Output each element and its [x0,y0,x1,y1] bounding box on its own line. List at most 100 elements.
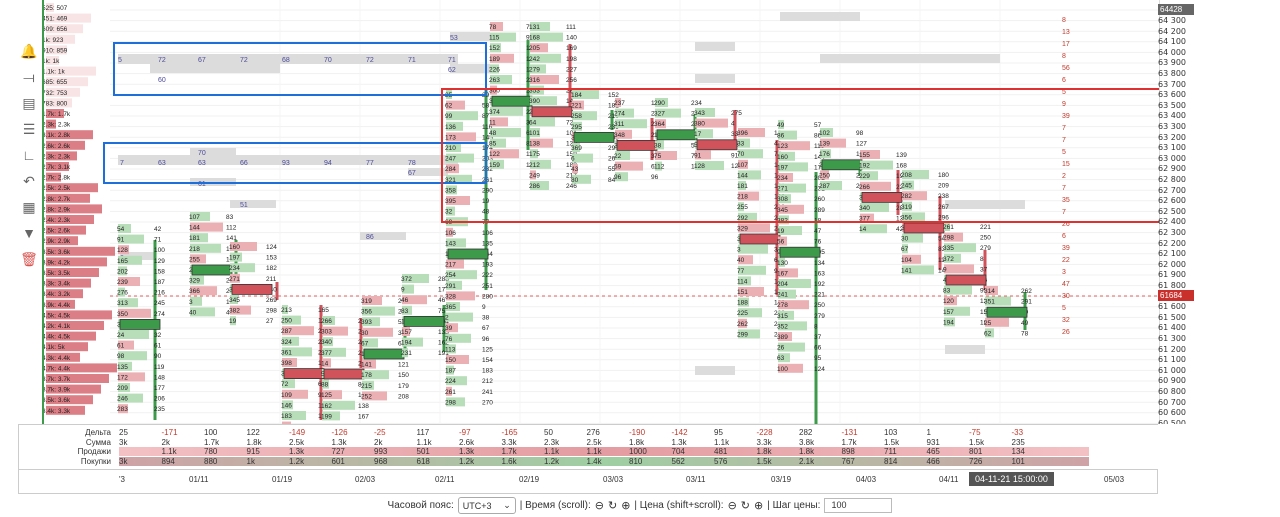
calendar-icon[interactable]: ▦ [22,198,36,215]
cluster-value: 130 [777,260,788,267]
cluster-value: 298 [266,308,277,315]
time-zoom-out-icon[interactable]: ⊖ [594,500,604,512]
cluster-value: 14 [859,226,867,233]
cluster-cell [902,265,934,275]
price-tick: 64 100 [1158,37,1186,47]
volume-profile-icon[interactable]: ▤ [22,94,36,111]
stats-cell: -75 [969,428,981,437]
level-value: 67 [198,57,206,64]
level-value: 7 [120,160,124,167]
price-tick: 63 200 [1158,132,1186,142]
cluster-value: 70 [526,24,534,31]
cluster-value: 3 [189,299,193,306]
stats-cell: 1k [246,456,255,466]
imbalance-count: 5 [1062,149,1066,156]
cluster-value: 154 [482,357,493,364]
stats-cell: 898 [841,447,855,456]
cluster-value: 32 [154,332,162,339]
cluster-value: 112 [938,257,949,264]
price-step-input[interactable]: 100 [824,498,893,513]
cluster-cell [446,132,476,142]
alert-bell-icon[interactable]: 🔔 [20,42,38,59]
timezone-label: Часовой пояс: [387,500,454,511]
cluster-value: 374 [489,109,500,116]
poc-cell [491,95,533,107]
cluster-cell [118,361,132,371]
cluster-value: 58 [482,103,490,110]
cluster-value: 300 [489,88,500,95]
cluster-value: 75 [654,153,662,160]
price-tick: 63 400 [1158,111,1186,121]
cluster-value: 34 [398,330,406,337]
stats-cell: 1.7k [204,437,220,447]
list-lines-icon[interactable]: ☰ [22,120,36,137]
cluster-value: 197 [777,164,788,171]
price-scroll-label: | Цена (shift+scroll): [634,500,724,511]
cluster-value: 221 [814,292,825,299]
axis-icon[interactable]: ∟ [22,147,36,163]
cluster-value: 278 [777,302,788,309]
cluster-value: 33 [731,131,739,138]
horizontal-line-tool-icon[interactable]: ⟞ [23,68,35,85]
imbalance-count: 22 [1062,257,1070,264]
cluster-cell [118,383,130,392]
profile-label: 2.8k: 2.7k [42,196,71,203]
cluster-cell [490,32,516,42]
level-value: 66 [240,160,248,167]
time-tick: 04/11 [939,475,959,484]
cluster-chart-svg[interactable]: 525: 507 451: 469 609: 656 1k: 923 910: 859 1… [40,0,1160,424]
undo-icon[interactable]: ↶ [23,172,35,189]
stats-cell: 1.3k [331,437,347,447]
stats-cell: 1.6k [501,456,517,466]
cluster-cell [118,234,144,244]
level-value: 51 [240,202,248,209]
cluster-value: 224 [445,378,456,385]
stats-cell: 1.3k [671,437,687,447]
stats-cell: 95 [714,428,723,437]
cluster-cell [118,266,127,276]
time-zoom-in-icon[interactable]: ⊕ [621,500,631,512]
filter-icon[interactable]: ▼ [22,225,36,241]
price-reset-icon[interactable]: ↻ [740,500,751,512]
cluster-cell [778,332,792,341]
cluster-value: 87 [482,113,490,120]
price-zoom-out-icon[interactable]: ⊖ [727,500,737,512]
cluster-value: 292 [737,215,748,222]
time-axis[interactable]: '3 01/11 01/19 02/03 02/11 02/19 03/03 03/11 03/… [18,470,1158,494]
cluster-cell [778,342,805,352]
timezone-select[interactable]: UTC+3 ⌄ [457,497,516,514]
cluster-value: 241 [777,292,788,299]
cluster-cell [118,287,125,297]
price-axis[interactable]: 64428 64 300 64 200 64 100 64 000 63 900 63 80… [1158,0,1208,424]
price-zoom-in-icon[interactable]: ⊕ [754,500,764,512]
trash-icon[interactable]: 🗑 [20,250,38,267]
cluster-cell [446,333,471,343]
cluster-value: 89 [526,141,534,148]
stats-cell: 2.6k [459,437,475,447]
level-value: 70 [324,57,332,64]
cluster-value: 165 [318,307,329,314]
cluster-value: 135 [482,240,493,247]
cluster-value: 5 [398,319,402,326]
time-reset-icon[interactable]: ↻ [607,500,618,512]
cluster-value: 163 [814,270,825,277]
stats-cell: 767 [841,456,855,466]
cluster-value: 85 [489,141,497,148]
profile-label: 4.1k: 5k [42,344,66,351]
poc-cell [283,368,325,380]
profile-label: 2.3k: 2.3k [42,153,71,160]
cluster-cell [530,43,548,53]
cluster-value: 231 [401,350,412,357]
cluster-chart-area[interactable]: 525: 507 451: 469 609: 656 1k: 923 910: 859 1… [40,0,1160,424]
cluster-value: 96 [482,336,490,343]
cluster-cell [778,162,808,172]
cluster-value: 208 [398,393,409,400]
cluster-value: 295 [571,124,582,131]
cluster-value: 180 [938,172,949,179]
profile-label: 3.7k: 3.9k [42,387,71,394]
imbalance-count: 13 [1062,29,1070,36]
cluster-cell [446,397,465,407]
cluster-cell [490,117,508,127]
stats-cell: 103 [884,428,898,437]
cluster-cell [530,32,563,42]
